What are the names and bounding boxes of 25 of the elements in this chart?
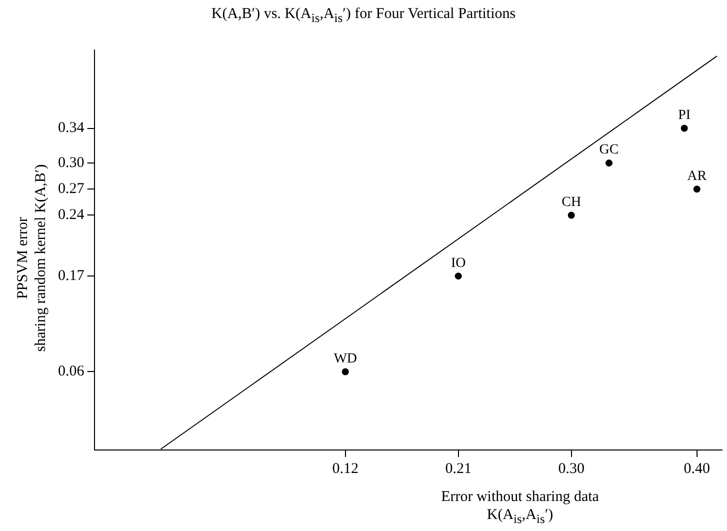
y-tick-label: 0.06 [58, 364, 85, 380]
y-tick-label: 0.24 [58, 207, 85, 224]
point [454, 272, 462, 280]
x-tick-label: 0.40 [684, 460, 710, 477]
point [342, 368, 349, 376]
annotation: CH [562, 194, 582, 210]
y-tick-label: 0.17 [58, 268, 85, 284]
y-tick-label: 0.34 [58, 120, 85, 136]
y-tick-label: 0.30 [58, 154, 84, 171]
annotation: GC [599, 142, 619, 158]
x-tick-label: 0.30 [558, 460, 584, 477]
y-tick-label: 0.27 [58, 181, 85, 198]
x-tick-label: 0.21 [445, 460, 472, 477]
y-axis-title: PPSVM error sharing random kernel K(A,B′) [14, 163, 50, 354]
chart-title: K(A,B′) vs. K(A$_{is}$,A$_{is}$′) for Four Vertical Partitions [210, 6, 517, 26]
x-tick-label: 0.12 [332, 460, 358, 477]
annotation: PI [678, 108, 691, 123]
point [693, 186, 700, 193]
point [568, 212, 575, 219]
annotation: AR [687, 168, 708, 184]
point [680, 124, 688, 132]
annotation: IO [450, 256, 466, 271]
x-axis-title: Error without sharing data K(A$_{is}$,A$_{is}$′) [440, 488, 600, 528]
annotation: WD [334, 351, 358, 366]
point [606, 160, 613, 167]
